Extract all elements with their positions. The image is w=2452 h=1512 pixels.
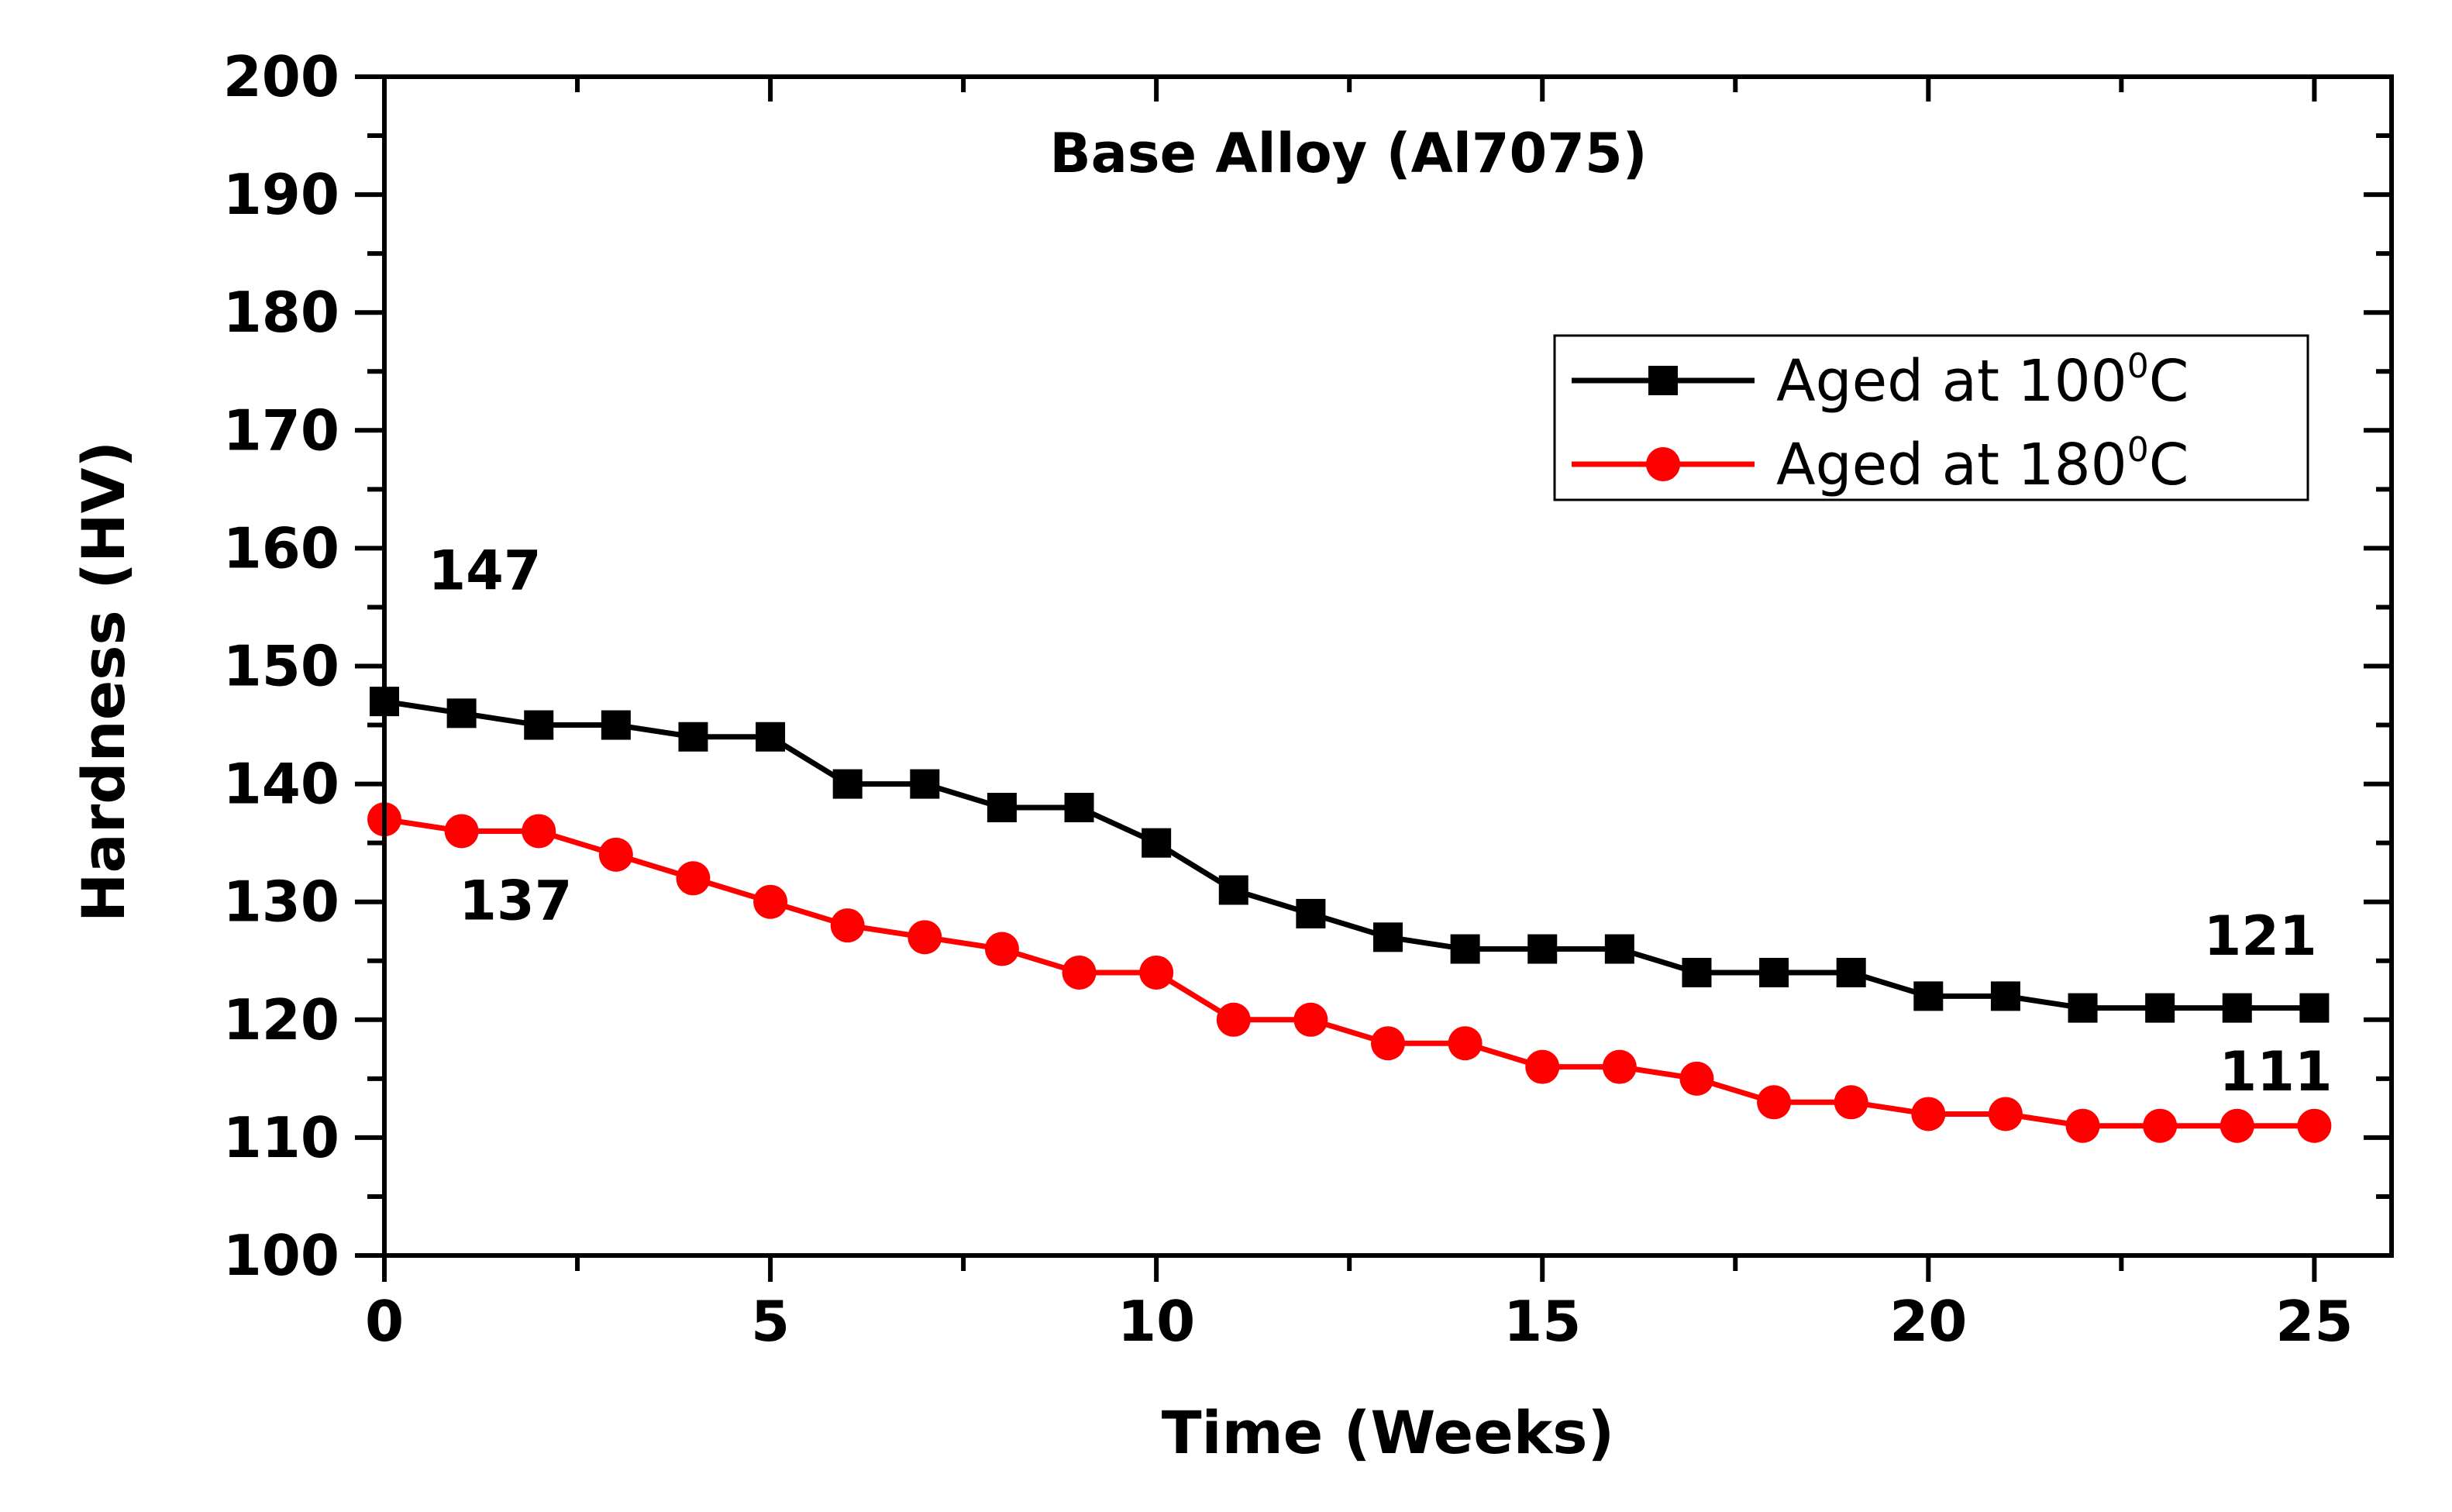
x-tick-label: 25	[2275, 1289, 2353, 1354]
x-axis-title: Time (Weeks)	[1162, 1398, 1615, 1467]
data-point-aged-100c	[2145, 993, 2175, 1023]
data-point-aged-100c	[1682, 957, 1712, 987]
data-point-aged-100c	[1142, 828, 1172, 858]
data-point-aged-180c	[1139, 955, 1174, 990]
legend-marker-square	[1648, 366, 1678, 395]
data-point-aged-180c	[1371, 1026, 1405, 1061]
data-point-aged-100c	[1759, 957, 1789, 987]
data-point-aged-100c	[678, 722, 708, 752]
data-point-aged-100c	[1990, 981, 2020, 1011]
data-point-aged-180c	[1679, 1061, 1714, 1096]
data-point-aged-100c	[910, 769, 940, 799]
y-axis-title: Hardness (HV)	[69, 441, 138, 922]
data-point-aged-100c	[1373, 922, 1403, 952]
data-point-aged-100c	[987, 793, 1017, 823]
y-tick-label: 120	[223, 987, 339, 1052]
y-tick-label: 160	[223, 515, 339, 580]
data-point-aged-100c	[2222, 993, 2252, 1023]
data-point-aged-100c	[524, 710, 554, 740]
legend-marker-circle	[1646, 447, 1680, 481]
data-point-aged-100c	[1218, 875, 1248, 905]
value-annotation: 137	[459, 870, 572, 933]
x-tick-label: 20	[1889, 1289, 1967, 1354]
data-point-aged-180c	[907, 920, 942, 955]
data-point-aged-100c	[1064, 793, 1094, 823]
data-point-aged-100c	[1913, 981, 1944, 1011]
legend-label-main: Aged at 180	[1776, 432, 2127, 498]
data-point-aged-180c	[676, 861, 711, 896]
data-point-aged-180c	[984, 932, 1019, 966]
data-point-aged-100c	[1604, 934, 1634, 964]
legend-label-degree: 0	[2127, 430, 2149, 470]
x-tick-label: 15	[1503, 1289, 1581, 1354]
data-point-aged-180c	[598, 837, 633, 872]
y-tick-label: 100	[223, 1223, 339, 1288]
legend-label: Aged at 1000C	[1776, 346, 2189, 415]
data-point-aged-180c	[1757, 1085, 1792, 1120]
data-point-aged-100c	[832, 769, 863, 799]
y-tick-label: 140	[223, 752, 339, 817]
data-point-aged-180c	[753, 884, 788, 919]
data-point-aged-180c	[1216, 1002, 1251, 1037]
plot-frame	[382, 74, 2394, 1258]
data-point-aged-180c	[1525, 1049, 1560, 1084]
data-point-aged-100c	[756, 722, 786, 752]
y-tick-label: 130	[223, 870, 339, 935]
data-point-aged-180c	[1293, 1002, 1328, 1037]
data-point-aged-100c	[2299, 993, 2330, 1023]
data-point-aged-180c	[1062, 955, 1097, 990]
data-point-aged-100c	[1527, 934, 1558, 964]
data-point-aged-180c	[2143, 1108, 2178, 1143]
legend-label-unit: C	[2149, 432, 2189, 498]
y-tick-label: 110	[223, 1105, 339, 1170]
value-annotation: 121	[2204, 904, 2317, 968]
data-point-aged-180c	[1448, 1026, 1483, 1061]
legend-label: Aged at 1800C	[1776, 430, 2189, 498]
data-point-aged-100c	[1296, 898, 1326, 928]
data-point-aged-180c	[1602, 1049, 1637, 1084]
x-tick-label: 0	[365, 1289, 404, 1354]
y-tick-label: 150	[223, 634, 339, 699]
data-point-aged-180c	[522, 814, 556, 849]
data-point-aged-180c	[1988, 1097, 2023, 1131]
value-annotation: 111	[2220, 1040, 2333, 1104]
y-tick-label: 190	[223, 162, 339, 227]
x-tick-label: 5	[751, 1289, 790, 1354]
data-point-aged-100c	[601, 710, 631, 740]
value-annotation: 147	[428, 539, 541, 603]
data-point-aged-180c	[1911, 1097, 1946, 1131]
y-tick-label: 180	[223, 280, 339, 345]
chart-title: Base Alloy (Al7075)	[1049, 122, 1647, 185]
data-point-aged-100c	[2068, 993, 2098, 1023]
data-point-aged-180c	[2297, 1108, 2332, 1143]
data-point-aged-180c	[830, 908, 865, 943]
data-point-aged-180c	[2220, 1108, 2254, 1143]
data-point-aged-100c	[1836, 957, 1866, 987]
data-point-aged-100c	[1450, 934, 1480, 964]
y-tick-label: 170	[223, 398, 339, 463]
data-point-aged-180c	[2065, 1108, 2100, 1143]
data-point-aged-180c	[1834, 1085, 1868, 1120]
legend-label-unit: C	[2149, 348, 2189, 415]
legend-label-main: Aged at 100	[1776, 348, 2127, 415]
data-point-aged-180c	[444, 814, 479, 849]
series-layer	[367, 687, 2332, 1143]
x-tick-label: 10	[1118, 1289, 1195, 1354]
legend-label-degree: 0	[2127, 346, 2149, 386]
data-point-aged-100c	[446, 698, 477, 728]
y-tick-label: 200	[223, 44, 339, 109]
legend-box	[1553, 334, 2309, 501]
tick-layer	[355, 74, 2392, 1282]
